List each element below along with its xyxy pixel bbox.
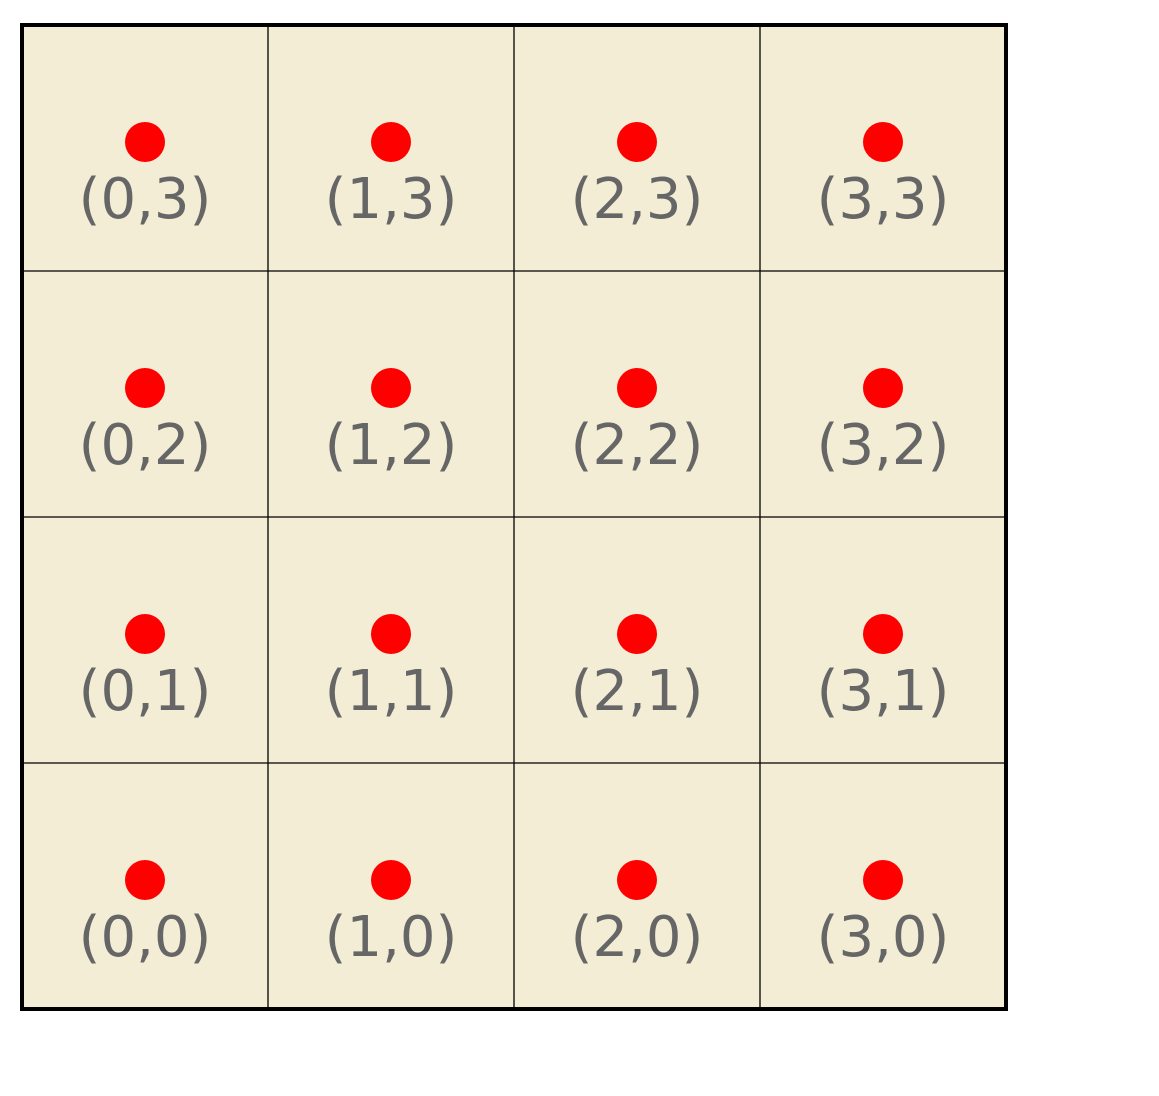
point-label: (1,2) xyxy=(325,413,458,478)
point-label: (2,0) xyxy=(571,905,704,970)
grid-point xyxy=(617,860,657,900)
grid-point xyxy=(617,368,657,408)
point-label: (1,1) xyxy=(325,659,458,724)
point-label: (2,1) xyxy=(571,659,704,724)
grid-point xyxy=(371,614,411,654)
point-label: (0,0) xyxy=(79,905,212,970)
grid-point xyxy=(617,614,657,654)
point-label: (0,3) xyxy=(79,167,212,232)
point-label: (3,2) xyxy=(817,413,950,478)
grid-point xyxy=(125,860,165,900)
grid-point xyxy=(617,122,657,162)
grid-point xyxy=(371,122,411,162)
point-label: (2,2) xyxy=(571,413,704,478)
point-label: (1,0) xyxy=(325,905,458,970)
grid-border xyxy=(20,23,1008,1011)
point-label: (0,2) xyxy=(79,413,212,478)
grid-point xyxy=(863,368,903,408)
grid-point xyxy=(125,122,165,162)
point-label: (1,3) xyxy=(325,167,458,232)
grid-point xyxy=(863,122,903,162)
point-label: (0,1) xyxy=(79,659,212,724)
point-label: (3,1) xyxy=(817,659,950,724)
grid-point xyxy=(371,368,411,408)
grid-point xyxy=(371,860,411,900)
grid-point xyxy=(125,614,165,654)
grid-point xyxy=(863,860,903,900)
point-label: (2,3) xyxy=(571,167,704,232)
grid-point xyxy=(863,614,903,654)
point-label: (3,3) xyxy=(817,167,950,232)
grid-point xyxy=(125,368,165,408)
point-label: (3,0) xyxy=(817,905,950,970)
